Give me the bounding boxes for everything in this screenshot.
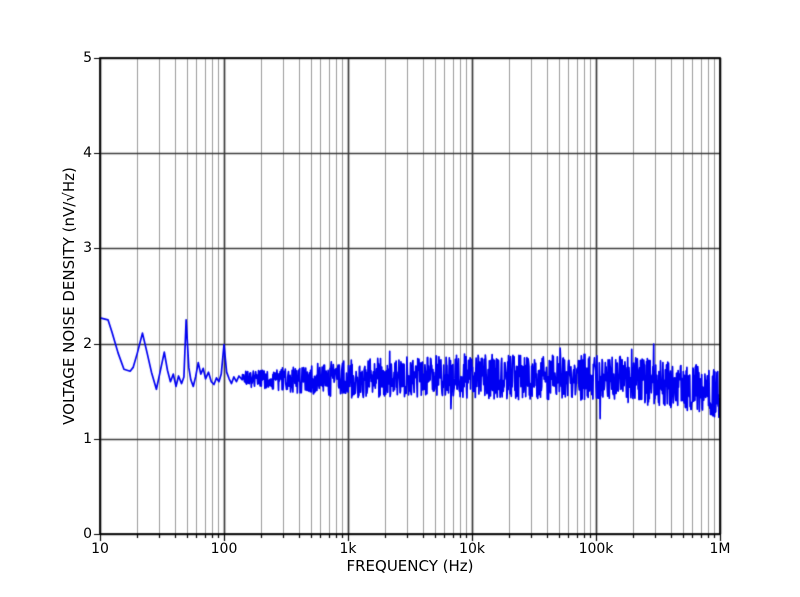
x-axis-title: FREQUENCY (Hz) — [346, 557, 474, 575]
x-tick-label: 10k — [459, 541, 485, 557]
y-tick-label: 0 — [83, 526, 92, 542]
y-tick-label: 5 — [83, 50, 92, 66]
y-tick-label: 3 — [83, 240, 92, 257]
y-tick-label: 1 — [83, 430, 92, 447]
x-tick-label: 1M — [709, 541, 731, 557]
x-tick-label: 1k — [339, 541, 357, 557]
x-tick-label: 100 — [210, 541, 238, 557]
y-axis-title: VOLTAGE NOISE DENSITY (nV/√Hz) — [60, 167, 78, 425]
y-tick-label: 2 — [83, 335, 92, 352]
x-tick-label: 100k — [578, 541, 614, 557]
y-tick-label: 4 — [83, 145, 92, 162]
x-tick-label: 10 — [91, 541, 109, 557]
